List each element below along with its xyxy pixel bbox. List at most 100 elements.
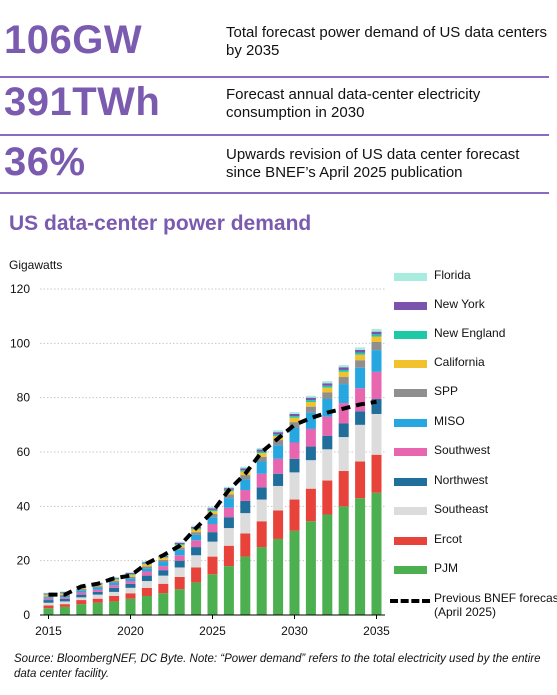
bar-segment-pjm — [289, 530, 300, 615]
stat-value: 36% — [4, 140, 86, 184]
legend-swatch — [394, 360, 427, 368]
x-tick-label: 2020 — [117, 624, 144, 638]
bar-segment-pjm — [141, 595, 152, 615]
bar-segment-ercot — [355, 461, 366, 499]
bar-segment-miso — [371, 350, 382, 372]
bar-segment-new-york — [207, 508, 218, 510]
bar-segment-northwest — [322, 435, 333, 450]
y-tick-label: 0 — [23, 608, 30, 622]
stat-row-power-demand: 106GW Total forecast power demand of US … — [0, 18, 557, 78]
bar-segment-pjm — [355, 498, 366, 615]
bar-segment-new-york — [338, 367, 349, 370]
y-tick-label: 120 — [10, 282, 30, 296]
stat-value: 391TWh — [4, 80, 161, 124]
bar-segment-new-england — [322, 385, 333, 388]
bar-segment-pjm — [207, 574, 218, 615]
bar-segment-pjm — [240, 556, 251, 615]
bar-segment-ercot — [174, 576, 185, 590]
bar-segment-new-england — [289, 416, 300, 418]
y-tick-label: 60 — [17, 445, 31, 459]
bar-segment-new-york — [256, 449, 267, 452]
bar-segment-florida — [289, 412, 300, 414]
bar-segment-miso — [305, 412, 316, 429]
bar-segment-california — [355, 354, 366, 361]
legend-swatch — [394, 419, 427, 427]
source-note: Source: BloombergNEF, DC Byte. Note: “Po… — [14, 653, 541, 680]
bar-segment-new-york — [240, 468, 251, 471]
bar-segment-california — [371, 336, 382, 342]
bar-segment-new-england — [273, 434, 284, 436]
bar-segment-pjm — [338, 506, 349, 615]
bar-segment-ercot — [158, 583, 169, 594]
bar-segment-florida — [338, 365, 349, 368]
bar-segment-spp — [355, 360, 366, 368]
bar-segment-ercot — [59, 604, 70, 607]
bar-segment-miso — [141, 568, 152, 572]
divider — [0, 192, 549, 194]
bar-segment-southwest — [371, 371, 382, 400]
y-tick-label: 100 — [10, 336, 30, 350]
bar-segment-florida — [223, 486, 234, 489]
bar-segment-miso — [355, 367, 366, 389]
bar-segment-northwest — [338, 423, 349, 438]
bar-segment-florida — [207, 506, 218, 509]
bar-segment-southeast — [141, 581, 152, 588]
bar-segment-miso — [289, 427, 300, 443]
bar-segment-southeast — [338, 437, 349, 472]
bar-segment-ercot — [207, 556, 218, 575]
bar-segment-southeast — [109, 591, 120, 596]
legend-label: Southeast — [434, 502, 489, 516]
bar-segment-southwest — [273, 458, 284, 474]
bar-segment-pjm — [125, 598, 136, 615]
legend-label: Ercot — [434, 532, 463, 546]
bar-segment-miso — [125, 578, 136, 582]
bar-segment-spp — [207, 513, 218, 518]
bar-segment-new-york — [355, 349, 366, 353]
legend-label: MISO — [434, 414, 465, 428]
bar-segment-ercot — [223, 545, 234, 567]
stat-row-revision: 36% Upwards revision of US data center f… — [0, 140, 557, 200]
bar-segment-florida — [59, 591, 70, 593]
bar-segment-florida — [125, 572, 136, 573]
bar-segment-ercot — [305, 488, 316, 522]
bar-segment-northwest — [43, 600, 54, 603]
bar-segment-southeast — [207, 541, 218, 557]
bar-segment-ercot — [191, 567, 202, 583]
bar-segment-miso — [174, 549, 185, 556]
bar-segment-florida — [273, 430, 284, 433]
bar-segment-new-england — [338, 369, 349, 372]
bar-segment-florida — [371, 328, 382, 332]
bar-segment-spp — [191, 532, 202, 535]
bar-segment-northwest — [289, 458, 300, 473]
bar-segment-northwest — [76, 594, 87, 598]
bar-segment-ercot — [43, 605, 54, 609]
bar-segment-northwest — [223, 517, 234, 529]
legend-label: PJM — [434, 561, 458, 575]
bar-segment-miso — [92, 587, 103, 590]
bar-segment-southeast — [322, 449, 333, 481]
bar-segment-miso — [338, 384, 349, 404]
bar-segment-pjm — [59, 606, 70, 615]
bar-segment-southwest — [207, 523, 218, 533]
bar-segment-pjm — [305, 521, 316, 615]
bar-segment-northwest — [371, 399, 382, 414]
bar-segment-pjm — [256, 547, 267, 615]
bar-segment-pjm — [273, 538, 284, 615]
bar-segment-southeast — [59, 601, 70, 605]
bar-segment-southwest — [125, 581, 136, 584]
legend-label: New England — [434, 326, 506, 340]
bar-segment-spp — [322, 392, 333, 400]
legend-label: California — [434, 355, 485, 369]
bar-segment-northwest — [174, 560, 185, 568]
bar-segment-southeast — [92, 594, 103, 599]
bar-segment-ercot — [141, 587, 152, 596]
bar-segment-spp — [223, 494, 234, 499]
x-tick-label: 2015 — [35, 624, 62, 638]
bar-segment-spp — [109, 581, 120, 583]
bar-segment-spp — [92, 586, 103, 588]
bar-segment-new-england — [256, 451, 267, 454]
stat-description: Upwards revision of US data center forec… — [226, 146, 520, 181]
bar-segment-spp — [125, 576, 136, 579]
bar-segment-new-york — [305, 397, 316, 401]
bar-segment-new-england — [371, 334, 382, 337]
